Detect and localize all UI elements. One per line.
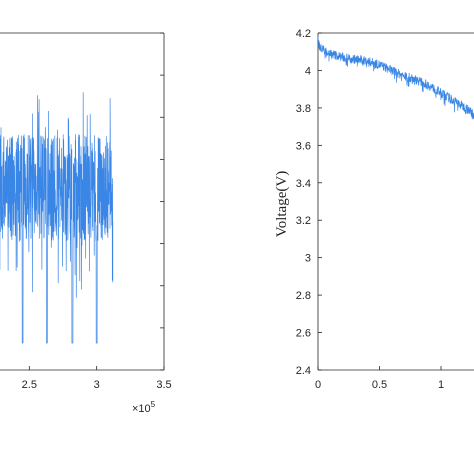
right-y-tick-label: 4 — [305, 65, 311, 77]
right-y-tick-label: 3.8 — [296, 103, 311, 115]
left-series-line — [0, 92, 114, 344]
left-x-tick-label: 3 — [94, 379, 100, 391]
left-chart-x-exponent: ×105 — [132, 400, 156, 415]
x-exponent-base: ×10 — [132, 403, 151, 415]
right-y-tick-label: 2.8 — [296, 290, 311, 302]
right-y-tick-label: 3.6 — [296, 140, 311, 152]
right-y-tick-label: 2.4 — [296, 365, 311, 377]
left-chart-series — [0, 92, 114, 344]
right-x-tick-label: 0 — [315, 379, 321, 391]
left-x-tick-label: 3.5 — [156, 379, 171, 391]
right-y-tick-label: 3.2 — [296, 215, 311, 227]
right-y-tick-label: 3 — [305, 253, 311, 265]
left-chart: 2.5 3 3.5 ×105 — [0, 32, 172, 415]
left-chart-right-y-ticks — [160, 32, 164, 371]
right-chart-series — [317, 36, 474, 120]
right-chart-y-label: Voltage(V) — [274, 171, 290, 237]
right-y-tick-label: 3.4 — [296, 178, 311, 190]
right-chart-y-ticks: 2.4 2.6 2.8 3 3.2 3.4 3.6 3.8 4 4.2 — [296, 28, 322, 377]
right-x-tick-label: 0.5 — [372, 379, 387, 391]
right-chart: 0 0.5 1 2.42.62.833.23.43.63.844.2 Voltage… — [274, 28, 474, 391]
right-chart-x-ticks: 0 0.5 1 — [315, 366, 444, 391]
x-exponent-power: 5 — [151, 400, 156, 409]
right-x-tick-label: 1 — [438, 379, 444, 391]
left-x-tick-label: 2.5 — [22, 379, 37, 391]
right-series-line — [317, 36, 474, 120]
right-y-tick-label: 4.2 — [296, 28, 311, 40]
left-chart-x-ticks: 2.5 3 3.5 — [22, 366, 172, 391]
right-y-tick-label: 2.6 — [296, 328, 311, 340]
